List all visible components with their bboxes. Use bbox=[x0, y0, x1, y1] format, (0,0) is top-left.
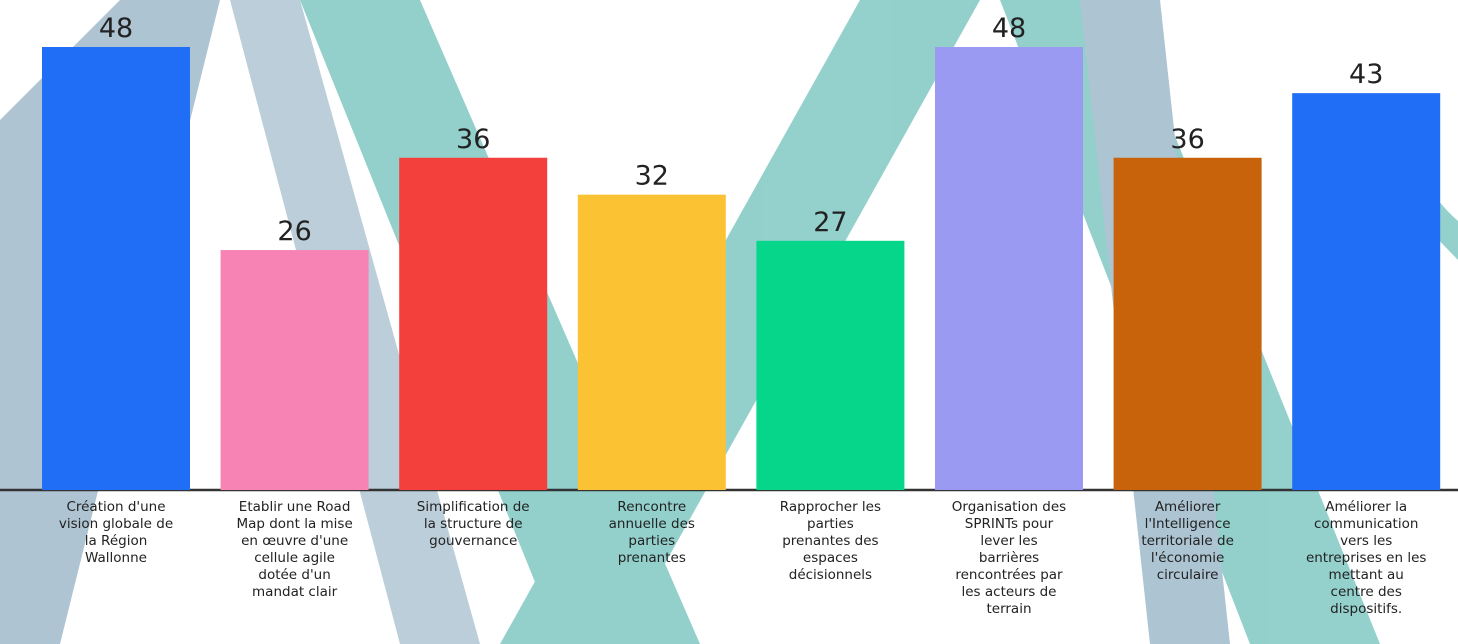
x-tick-label: Améliorer l'Intelligence territoriale de l'… bbox=[1141, 499, 1234, 583]
value-label: 26 bbox=[277, 216, 311, 247]
bar bbox=[220, 250, 369, 490]
x-tick-label-line: communication bbox=[1314, 516, 1418, 532]
x-tick-label-line: vers les bbox=[1340, 533, 1392, 549]
x-tick-label: Etablir une Road Map dont la mise en œuvre… bbox=[236, 499, 352, 600]
x-tick-label: Création d'une vision globale de la Région… bbox=[59, 499, 173, 566]
x-tick-label-line: en œuvre d'une bbox=[241, 533, 348, 549]
value-label: 48 bbox=[99, 13, 133, 44]
x-tick-label-line: dotée d'un bbox=[258, 567, 330, 583]
x-tick-label-line: Améliorer la bbox=[1325, 499, 1407, 515]
x-tick-label-line: espaces bbox=[803, 550, 858, 566]
x-tick-label-line: décisionnels bbox=[789, 567, 872, 583]
x-tick-label-line: Rapprocher les bbox=[780, 499, 881, 515]
bar bbox=[577, 194, 726, 490]
x-tick-label-line: l'économie bbox=[1151, 550, 1224, 566]
x-tick-label-line: gouvernance bbox=[429, 533, 517, 549]
x-tick-label-line: les acteurs de bbox=[962, 584, 1057, 600]
bar bbox=[756, 240, 905, 490]
x-tick-label: Organisation des SPRINTs pour lever les bar… bbox=[952, 499, 1066, 617]
value-label: 32 bbox=[635, 161, 669, 192]
x-tick-label-line: prenantes des bbox=[782, 533, 878, 549]
x-tick-label-line: terrain bbox=[986, 601, 1031, 617]
x-tick-label-line: annuelle des bbox=[609, 516, 695, 532]
value-label: 48 bbox=[992, 13, 1026, 44]
x-tick-label-line: Améliorer bbox=[1155, 499, 1221, 515]
x-tick-label-line: Wallonne bbox=[85, 550, 147, 566]
x-tick-label-line: la structure de bbox=[424, 516, 523, 532]
x-tick-label-line: rencontrées par bbox=[955, 567, 1063, 583]
x-tick-label-line: circulaire bbox=[1157, 567, 1219, 583]
x-tick-label: Simplification de la structure de gouverna… bbox=[417, 499, 530, 549]
bar bbox=[1292, 93, 1441, 490]
x-tick-label-line: Etablir une Road bbox=[239, 499, 351, 515]
x-tick-label: Rencontre annuelle des parties prenantes bbox=[609, 499, 695, 566]
bar bbox=[399, 157, 548, 490]
x-tick-label-line: l'Intelligence bbox=[1145, 516, 1231, 532]
bar bbox=[935, 47, 1083, 490]
x-tick-label-line: lever les bbox=[980, 533, 1037, 549]
x-tick-label-line: Création d'une bbox=[66, 499, 165, 515]
x-tick-label-line: la Région bbox=[85, 533, 148, 549]
x-tick-label-line: parties bbox=[807, 516, 854, 532]
x-tick-label-line: barrières bbox=[979, 550, 1039, 566]
x-tick-label-line: parties bbox=[628, 533, 675, 549]
x-tick-label: Rapprocher les parties prenantes des espace… bbox=[780, 499, 881, 583]
value-label: 27 bbox=[813, 207, 847, 238]
x-tick-label-line: SPRINTs pour bbox=[965, 516, 1054, 532]
x-tick-label: Améliorer la communication vers les entrepr… bbox=[1306, 499, 1427, 617]
value-label: 43 bbox=[1349, 59, 1383, 90]
bar bbox=[1113, 157, 1262, 490]
x-tick-label-line: cellule agile bbox=[254, 550, 335, 566]
x-tick-label-line: dispositifs. bbox=[1330, 601, 1402, 617]
x-tick-label-line: vision globale de bbox=[59, 516, 173, 532]
x-tick-label-line: Rencontre bbox=[617, 499, 686, 515]
x-tick-label-line: Organisation des bbox=[952, 499, 1066, 515]
x-tick-label-line: Simplification de bbox=[417, 499, 530, 515]
value-label: 36 bbox=[1170, 124, 1204, 155]
x-tick-label-line: centre des bbox=[1331, 584, 1402, 600]
x-tick-label-line: mandat clair bbox=[252, 584, 338, 600]
x-tick-label-line: entreprises en les bbox=[1306, 550, 1427, 566]
x-tick-label-line: mettant au bbox=[1329, 567, 1404, 583]
value-label: 36 bbox=[456, 124, 490, 155]
bar bbox=[42, 47, 190, 490]
x-tick-label-line: Map dont la mise bbox=[236, 516, 352, 532]
x-tick-label-line: prenantes bbox=[618, 550, 686, 566]
x-tick-label-line: territoriale de bbox=[1141, 533, 1234, 549]
